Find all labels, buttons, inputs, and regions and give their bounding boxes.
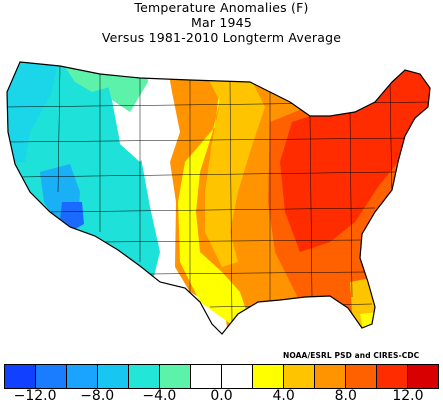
region-northeast-red <box>280 80 430 252</box>
legend-swatch <box>35 365 66 388</box>
legend-tick-label: 0.0 <box>210 388 233 404</box>
map-baseline: Versus 1981-2010 Longterm Average <box>101 30 342 45</box>
legend-swatch <box>5 365 35 388</box>
legend-swatch <box>345 365 376 388</box>
data-credit: NOAA/ESRL PSD and CIRES-CDC <box>283 351 420 360</box>
legend-swatch <box>66 365 97 388</box>
region-north-mint <box>55 62 110 92</box>
legend-swatch <box>221 365 252 388</box>
legend-swatch <box>159 365 190 388</box>
legend-tick-label: −12.0 <box>13 388 57 404</box>
map-title: Temperature Anomalies (F) <box>134 0 309 15</box>
legend-swatch <box>252 365 283 388</box>
legend-swatch <box>190 365 221 388</box>
legend-swatch <box>97 365 128 388</box>
map-titles: Temperature Anomalies (F) Mar 1945 Versu… <box>0 0 443 45</box>
legend-swatch <box>128 365 159 388</box>
legend-swatch <box>314 365 345 388</box>
region-pacific-northwest <box>7 62 60 162</box>
region-plains-yellow <box>165 72 250 327</box>
legend-tick-labels: −12.0 −8.0 −4.0 0.0 4.0 8.0 12.0 <box>0 388 443 406</box>
legend-swatch <box>407 365 438 388</box>
region-midwest-gold <box>205 72 265 267</box>
us-anomaly-map <box>6 61 431 335</box>
legend-swatch <box>376 365 407 388</box>
division-borders <box>7 65 430 323</box>
color-legend-bar <box>4 364 439 389</box>
legend-tick-label: −4.0 <box>142 388 177 404</box>
legend-tick-label: 4.0 <box>272 388 295 404</box>
legend-tick-label: 12.0 <box>392 388 424 404</box>
legend-swatch <box>283 365 314 388</box>
region-colorado-white <box>115 112 150 162</box>
legend-tick-label: 8.0 <box>334 388 357 404</box>
legend-tick-label: −8.0 <box>80 388 115 404</box>
map-period: Mar 1945 <box>191 15 252 30</box>
